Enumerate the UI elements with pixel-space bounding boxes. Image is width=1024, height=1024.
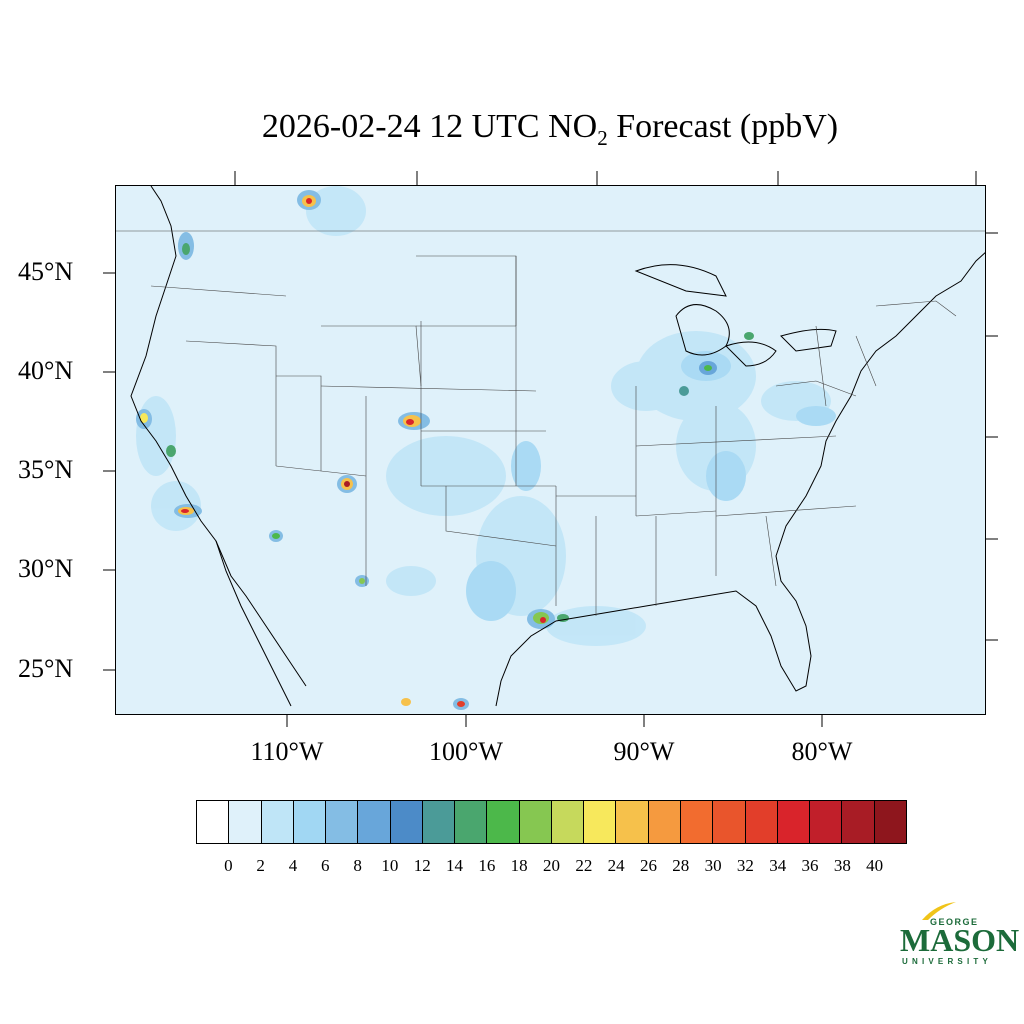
hotspot-phoenix — [269, 530, 283, 542]
colorbar-tick-label: 28 — [672, 856, 690, 875]
map-panel — [115, 185, 986, 715]
no2-map — [116, 186, 985, 710]
colorbar-tick-label: 26 — [639, 856, 657, 875]
title-text: 2026-02-24 12 UTC NO — [261, 108, 598, 145]
colorbar-tick-label: 14 — [446, 856, 464, 875]
colorbar-tick-label: 16 — [478, 856, 496, 875]
lon-label-80: 80°W — [791, 737, 853, 766]
hotspot-denver — [398, 412, 430, 430]
map-title: 2026-02-24 12 UTC NO2 Forecast (ppbV) — [0, 108, 1024, 151]
colorbar-tick-label: 36 — [801, 856, 819, 875]
hotspot-sf — [136, 409, 176, 457]
colorbar-swatch — [745, 801, 778, 843]
colorbar-swatch — [326, 801, 359, 843]
title-suffix: Forecast (ppbV) — [607, 108, 839, 145]
hotspot-la — [174, 504, 202, 518]
colorbar-tick-label: 24 — [607, 856, 625, 875]
colorbar — [196, 800, 907, 844]
state-borders — [116, 230, 985, 616]
hotspot-calgary — [297, 190, 321, 210]
lat-label-30: 30°N — [18, 554, 74, 583]
colorbar-swatch — [874, 801, 906, 843]
hotspot-layer — [136, 190, 754, 710]
hotspot-seattle — [178, 232, 194, 260]
logo-swoosh-icon — [922, 902, 956, 920]
colorbar-swatch — [777, 801, 811, 843]
colorbar-swatch — [648, 801, 681, 843]
gmu-logo: GEORGE MASON UNIVERSITY — [896, 900, 1019, 970]
colorbar-tick-label: 6 — [321, 856, 330, 875]
hotspot-albuquerque — [337, 475, 357, 493]
colorbar-swatch — [487, 801, 520, 843]
colorbar-swatch — [551, 801, 585, 843]
colorbar-tick-label: 32 — [736, 856, 754, 875]
colorbar-tick-label: 40 — [866, 856, 884, 875]
colorbar-swatch — [293, 801, 327, 843]
colorbar-tick-label: 4 — [288, 856, 298, 875]
lon-label-100: 100°W — [429, 737, 503, 766]
colorbar-swatch — [810, 801, 843, 843]
colorbar-swatch — [358, 801, 391, 843]
lat-label-25: 25°N — [18, 654, 74, 683]
colorbar-swatch — [842, 801, 875, 843]
logo-university: UNIVERSITY — [902, 957, 993, 966]
lon-label-90: 90°W — [613, 737, 675, 766]
colorbar-swatch — [197, 801, 230, 843]
colorbar-tick-label: 0 — [224, 856, 233, 875]
logo-george: GEORGE — [930, 917, 979, 927]
colorbar-tick-label: 38 — [833, 856, 851, 875]
colorbar-tick-label: 20 — [543, 856, 560, 875]
colorbar-swatch — [261, 801, 294, 843]
colorbar-swatch — [422, 801, 456, 843]
colorbar-swatch — [390, 801, 423, 843]
colorbar-tick-label: 12 — [413, 856, 431, 875]
lat-label-40: 40°N — [18, 356, 74, 385]
hotspot-el-paso — [355, 575, 369, 587]
colorbar-tick-label: 30 — [704, 856, 722, 875]
plume-layer — [136, 186, 836, 646]
colorbar-swatch — [680, 801, 714, 843]
colorbar-tick-label: 18 — [510, 856, 528, 875]
colorbar-tick-label: 34 — [769, 856, 787, 875]
colorbar-swatch — [713, 801, 746, 843]
lat-label-45: 45°N — [18, 257, 74, 286]
lon-label-110: 110°W — [250, 737, 324, 766]
colorbar-tick-label: 22 — [575, 856, 593, 875]
colorbar-swatch — [229, 801, 262, 843]
colorbar-tick-label: 10 — [381, 856, 399, 875]
colorbar-swatch — [455, 801, 488, 843]
colorbar-swatch — [519, 801, 552, 843]
coastlines — [130, 186, 985, 707]
hotspot-detroit — [699, 361, 717, 375]
colorbar-swatch — [584, 801, 617, 843]
colorbar-swatch — [616, 801, 649, 843]
colorbar-tick-label: 8 — [353, 856, 362, 875]
hotspot-houston — [527, 609, 569, 629]
lat-label-35: 35°N — [18, 455, 74, 484]
hotspot-monterrey — [401, 698, 469, 710]
title-subscript: 2 — [597, 125, 608, 150]
colorbar-tick-label: 2 — [256, 856, 265, 875]
logo-mason: MASON — [900, 922, 1020, 958]
hotspot-chicago — [679, 332, 754, 396]
